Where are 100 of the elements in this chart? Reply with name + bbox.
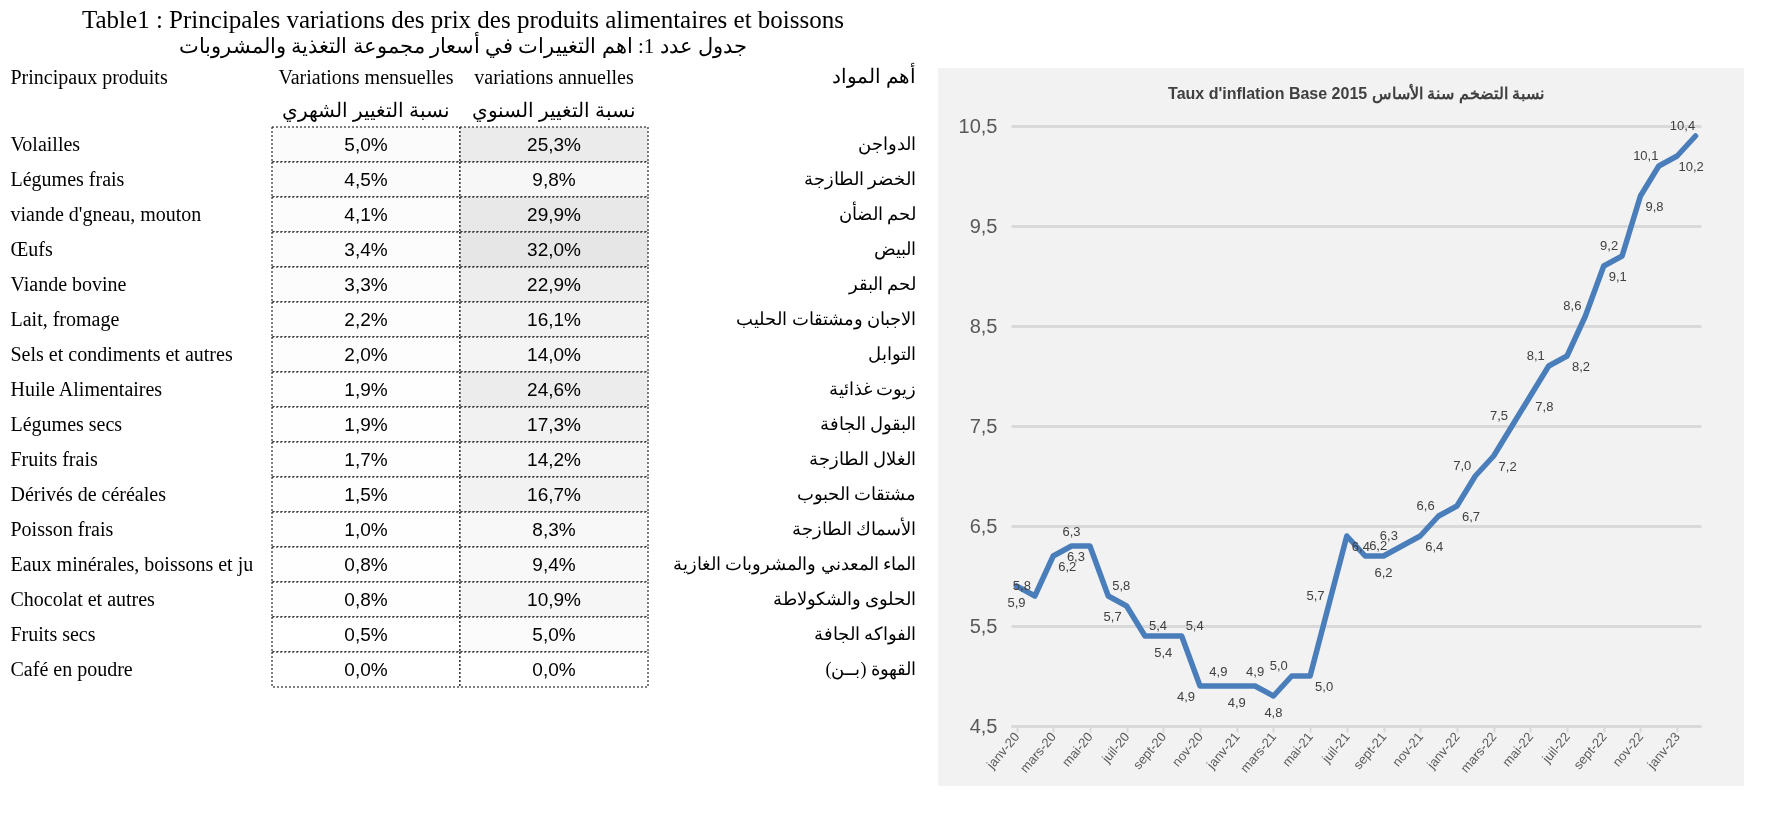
y2-tick-label: الفواكه الجافة xyxy=(813,623,916,645)
data-label: 10,4 xyxy=(1669,118,1696,133)
chart-title: Taux d'inflation Base 2015 نسبة التضخم سنة الأساس xyxy=(1168,83,1544,104)
y2-tick-label: البيض xyxy=(874,238,916,260)
data-label: 9,8% xyxy=(532,168,576,190)
y-tick-label: 9,5 xyxy=(969,214,998,237)
y2-tick-label: زيوت غذائية xyxy=(828,378,916,400)
data-label: 6,7 xyxy=(1461,509,1480,524)
y-tick-label: Fruits frais xyxy=(10,447,98,470)
data-label: 5,7 xyxy=(1103,609,1122,624)
data-label: 9,8 xyxy=(1645,199,1664,214)
data-label: 8,1 xyxy=(1526,348,1545,363)
data-label: 5,0% xyxy=(344,133,388,155)
y2-tick-label: القهوة (بــن) xyxy=(825,658,916,680)
y-tick-label: Volailles xyxy=(10,132,81,155)
y-tick-label: Viande bovine xyxy=(10,272,127,295)
y-axis-title: Principaux produits xyxy=(10,65,168,89)
y2-tick-label: التوابل xyxy=(868,343,916,365)
y-tick-label: Sels et condiments et autres xyxy=(10,342,233,365)
y-tick-label: 7,5 xyxy=(969,414,998,437)
y2-tick-label: الخضر الطازجة xyxy=(803,168,916,190)
data-label: 4,5% xyxy=(344,168,388,190)
data-label: 1,7% xyxy=(344,448,388,470)
data-label: 5,4 xyxy=(1154,645,1173,660)
data-label: 0,0% xyxy=(344,658,388,680)
data-label: 1,5% xyxy=(344,483,388,505)
y2-tick-label: لحم البقر xyxy=(847,273,916,295)
data-label: 6,6 xyxy=(1416,498,1435,513)
y-tick-label: Huile Alimentaires xyxy=(10,377,163,400)
data-label: 25,3% xyxy=(527,133,582,155)
data-label: 16,1% xyxy=(527,308,582,330)
data-label: 7,0 xyxy=(1453,458,1472,473)
y-tick-label: Dérivés de céréales xyxy=(10,482,167,505)
y-tick-label: Légumes frais xyxy=(10,167,125,191)
data-label: 1,9% xyxy=(344,378,388,400)
data-label: 8,3% xyxy=(532,518,576,540)
data-label: 8,2 xyxy=(1572,359,1591,374)
data-label: 6,4 xyxy=(1425,539,1444,554)
y-tick-label: Café en poudre xyxy=(10,657,133,681)
y-tick-label: Chocolat et autres xyxy=(10,587,156,610)
data-label: 10,9% xyxy=(527,588,582,610)
data-label: 5,4 xyxy=(1148,618,1167,633)
data-label: 24,6% xyxy=(527,378,582,400)
y-tick-label: Fruits secs xyxy=(10,622,96,645)
data-label: 4,9 xyxy=(1246,664,1265,679)
y-tick-label: 10,5 xyxy=(958,114,998,137)
data-label: 2,0% xyxy=(344,343,388,365)
data-label: 2,2% xyxy=(344,308,388,330)
y-tick-label: Eaux minérales, boissons et ju xyxy=(10,552,254,576)
y-tick-label: Œufs xyxy=(10,237,53,260)
y2-tick-label: الأسماك الطازجة xyxy=(791,516,916,540)
data-label: 1,0% xyxy=(344,518,388,540)
data-label: 0,5% xyxy=(344,623,388,645)
data-label: 4,9 xyxy=(1209,664,1228,679)
data-label: 9,1 xyxy=(1608,269,1627,284)
data-label: 3,3% xyxy=(344,273,388,295)
y2-tick-label: الغلال الطازجة xyxy=(808,448,916,470)
y-tick-label: 5,5 xyxy=(969,614,998,637)
y2-tick-label: البقول الجافة xyxy=(819,413,916,435)
data-label: 6,3 xyxy=(1062,524,1081,539)
y2-tick-label: مشتقات الحبوب xyxy=(796,483,916,505)
text: نسبة التغيير السنوي xyxy=(472,99,636,122)
data-label: 6,2 xyxy=(1374,565,1393,580)
data-label: 0,0% xyxy=(532,658,576,680)
data-label: 5,0 xyxy=(1269,658,1288,673)
y-tick-label: 6,5 xyxy=(969,514,998,537)
data-label: 22,9% xyxy=(527,273,582,295)
data-label: 5,0% xyxy=(532,623,576,645)
data-label: 5,8 xyxy=(1112,578,1131,593)
data-label: 4,8 xyxy=(1264,705,1283,720)
data-label: 3,4% xyxy=(344,238,388,260)
data-label: 0,8% xyxy=(344,588,388,610)
data-label: 4,1% xyxy=(344,203,388,225)
chart-title: Table1 : Principales variations des prix des produits alimentaires et boissons xyxy=(82,6,844,33)
y2-tick-label: الماء المعدني والمشروبات الغازية xyxy=(672,553,916,575)
data-label: 5,7 xyxy=(1306,588,1325,603)
data-label: 5,9 xyxy=(1007,595,1026,610)
y2-tick-label: الدواجن xyxy=(858,133,916,155)
x-tick-label: Variations mensuelles xyxy=(278,65,454,88)
y-tick-label: viande d'gneau, mouton xyxy=(10,202,202,226)
data-label: 7,8 xyxy=(1535,399,1554,414)
data-label: 9,2 xyxy=(1600,238,1619,253)
y2-tick-label: الاجبان ومشتقات الحليب xyxy=(736,308,916,330)
data-label: 7,5 xyxy=(1489,408,1509,423)
data-label: 8,6 xyxy=(1563,298,1582,313)
y2-tick-label: الحلوى والشكولاطة xyxy=(772,588,916,610)
y-tick-label: Lait, fromage xyxy=(10,307,120,331)
text: نسبة التغيير الشهري xyxy=(282,99,450,122)
y-tick-label: 8,5 xyxy=(969,314,998,337)
y-tick-label: Légumes secs xyxy=(10,412,123,436)
data-label: 5,4 xyxy=(1185,618,1204,633)
x-tick-label: variations annuelles xyxy=(474,65,634,88)
data-label: 14,2% xyxy=(527,448,582,470)
data-label: 7,2 xyxy=(1498,459,1517,474)
data-label: 9,4% xyxy=(532,553,576,575)
chart-subtitle: جدول عدد 1: اهم التغييرات في أسعار مجموعة التغذية والمشروبات xyxy=(179,34,747,58)
data-label: 4,9 xyxy=(1176,689,1196,704)
data-label: 10,2 xyxy=(1678,159,1704,174)
data-label: 5,0 xyxy=(1315,679,1334,694)
data-label: 16,7% xyxy=(527,483,582,505)
